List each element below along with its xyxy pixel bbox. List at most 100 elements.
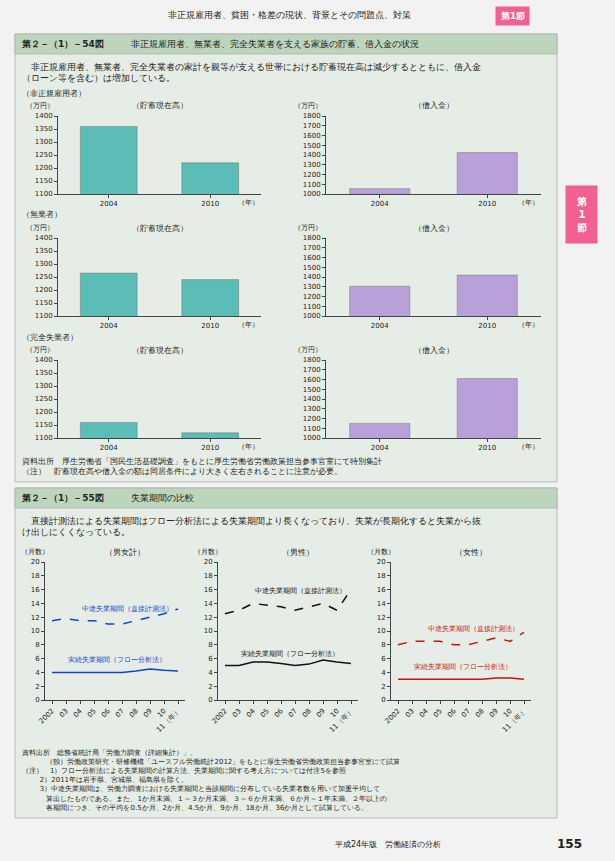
svg-text:2010: 2010: [201, 444, 219, 452]
svg-text:2010: 2010: [478, 322, 496, 330]
svg-text:（無業者）: （無業者）: [22, 210, 62, 219]
svg-text:03: 03: [231, 707, 243, 719]
svg-text:1600: 1600: [303, 376, 321, 384]
svg-text:（万円）: （万円）: [294, 102, 322, 110]
svg-text:2002: 2002: [38, 707, 56, 725]
svg-text:2010: 2010: [201, 200, 219, 208]
svg-text:平成24年版 労働経済の分析: 平成24年版 労働経済の分析: [335, 840, 441, 849]
svg-text:4: 4: [35, 669, 40, 677]
svg-text:（月数）: （月数）: [367, 548, 395, 556]
svg-text:14: 14: [31, 600, 40, 608]
svg-text:1200: 1200: [35, 286, 53, 294]
svg-text:1100: 1100: [35, 434, 53, 442]
svg-text:（万円）: （万円）: [294, 346, 322, 354]
svg-text:1200: 1200: [303, 171, 321, 179]
svg-text:09: 09: [142, 707, 154, 719]
svg-text:11（年）: 11（年）: [155, 707, 182, 734]
svg-text:07: 07: [460, 707, 472, 719]
svg-text:1100: 1100: [303, 425, 321, 433]
svg-text:（年）: （年）: [238, 321, 259, 329]
svg-text:1200: 1200: [303, 293, 321, 301]
svg-text:09: 09: [488, 707, 500, 719]
svg-text:失業期間の比較: 失業期間の比較: [131, 493, 194, 503]
svg-text:（万円）: （万円）: [294, 224, 322, 232]
svg-text:（男女計）: （男女計）: [105, 548, 145, 557]
svg-text:（借入金）: （借入金）: [414, 346, 454, 355]
svg-text:20: 20: [204, 558, 213, 566]
svg-text:03: 03: [404, 707, 416, 719]
svg-text:1100: 1100: [35, 312, 53, 320]
svg-text:2004: 2004: [100, 322, 118, 330]
svg-text:16: 16: [377, 586, 386, 594]
svg-text:1150: 1150: [35, 177, 53, 185]
svg-text:10: 10: [31, 627, 40, 635]
svg-text:08: 08: [301, 707, 313, 719]
svg-text:1250: 1250: [35, 273, 53, 281]
svg-text:2010: 2010: [201, 322, 219, 330]
svg-text:1000: 1000: [303, 190, 321, 198]
svg-text:第２－（1）－55図: 第２－（1）－55図: [21, 493, 104, 503]
svg-text:第1節: 第1節: [576, 196, 587, 233]
svg-text:2: 2: [208, 683, 212, 691]
svg-text:08: 08: [474, 707, 486, 719]
svg-text:155: 155: [557, 837, 582, 851]
svg-text:8: 8: [208, 641, 212, 649]
svg-text:1350: 1350: [35, 125, 53, 133]
svg-text:6: 6: [208, 655, 213, 663]
svg-text:1200: 1200: [35, 164, 53, 172]
svg-text:中途失業期間（直接計測法）: 中途失業期間（直接計測法）: [428, 625, 519, 633]
svg-text:（貯蓄現在高）: （貯蓄現在高）: [132, 101, 188, 110]
svg-text:1300: 1300: [303, 405, 321, 413]
svg-text:1500: 1500: [303, 386, 321, 394]
svg-text:中途失業期間（直接計測法）: 中途失業期間（直接計測法）: [82, 605, 173, 613]
svg-text:16: 16: [31, 586, 40, 594]
svg-text:10: 10: [502, 707, 514, 719]
svg-text:4: 4: [381, 669, 386, 677]
svg-text:直接計測法による失業期間はフロー分析法による失業期間より長く: 直接計測法による失業期間はフロー分析法による失業期間より長くなっており、失業が長…: [22, 516, 481, 537]
svg-text:16: 16: [204, 586, 213, 594]
svg-text:14: 14: [204, 600, 213, 608]
svg-text:07: 07: [287, 707, 299, 719]
svg-text:12: 12: [204, 614, 213, 622]
svg-text:4: 4: [208, 669, 213, 677]
svg-text:06: 06: [273, 707, 285, 719]
svg-text:20: 20: [377, 558, 386, 566]
svg-text:1300: 1300: [303, 283, 321, 291]
svg-text:1300: 1300: [35, 382, 53, 390]
svg-text:非正規雇用者、無業者、完全失業者の家計を親等が支える世帯にお: 非正規雇用者、無業者、完全失業者の家計を親等が支える世帯における貯蓄現在高は減少…: [22, 62, 481, 83]
svg-text:1300: 1300: [35, 138, 53, 146]
svg-text:04: 04: [245, 707, 257, 719]
svg-text:1100: 1100: [303, 303, 321, 311]
svg-text:非正規雇用者、無業者、完全失業者を支える家族の貯蓄、借入金の: 非正規雇用者、無業者、完全失業者を支える家族の貯蓄、借入金の状況: [131, 39, 419, 49]
svg-text:04: 04: [418, 707, 430, 719]
svg-text:8: 8: [381, 641, 385, 649]
svg-text:14: 14: [377, 600, 386, 608]
svg-text:1700: 1700: [303, 244, 321, 252]
svg-text:06: 06: [446, 707, 458, 719]
svg-text:1400: 1400: [35, 356, 53, 364]
svg-text:1400: 1400: [35, 234, 53, 242]
svg-text:05: 05: [259, 707, 271, 719]
svg-text:1500: 1500: [303, 264, 321, 272]
svg-text:（女性）: （女性）: [455, 548, 487, 557]
svg-text:18: 18: [204, 572, 213, 580]
svg-text:1300: 1300: [303, 161, 321, 169]
svg-text:（万円）: （万円）: [26, 224, 54, 232]
svg-text:10: 10: [377, 627, 386, 635]
svg-text:1100: 1100: [35, 190, 53, 198]
svg-text:6: 6: [381, 655, 386, 663]
svg-text:実続失業期間（フロー分析法）: 実続失業期間（フロー分析法）: [68, 656, 166, 664]
svg-text:（非正規雇用者）: （非正規雇用者）: [22, 89, 86, 98]
svg-text:（借入金）: （借入金）: [414, 101, 454, 110]
svg-text:2004: 2004: [371, 322, 389, 330]
svg-text:中途失業期間（直接計測法）: 中途失業期間（直接計測法）: [255, 587, 346, 595]
svg-text:1150: 1150: [35, 299, 53, 307]
svg-text:（年）: （年）: [518, 321, 539, 329]
svg-text:10: 10: [156, 707, 168, 719]
svg-text:（月数）: （月数）: [21, 548, 49, 556]
svg-text:09: 09: [315, 707, 327, 719]
svg-text:18: 18: [31, 572, 40, 580]
svg-text:1350: 1350: [35, 369, 53, 377]
svg-text:（年）: （年）: [518, 443, 539, 451]
svg-text:1000: 1000: [303, 312, 321, 320]
